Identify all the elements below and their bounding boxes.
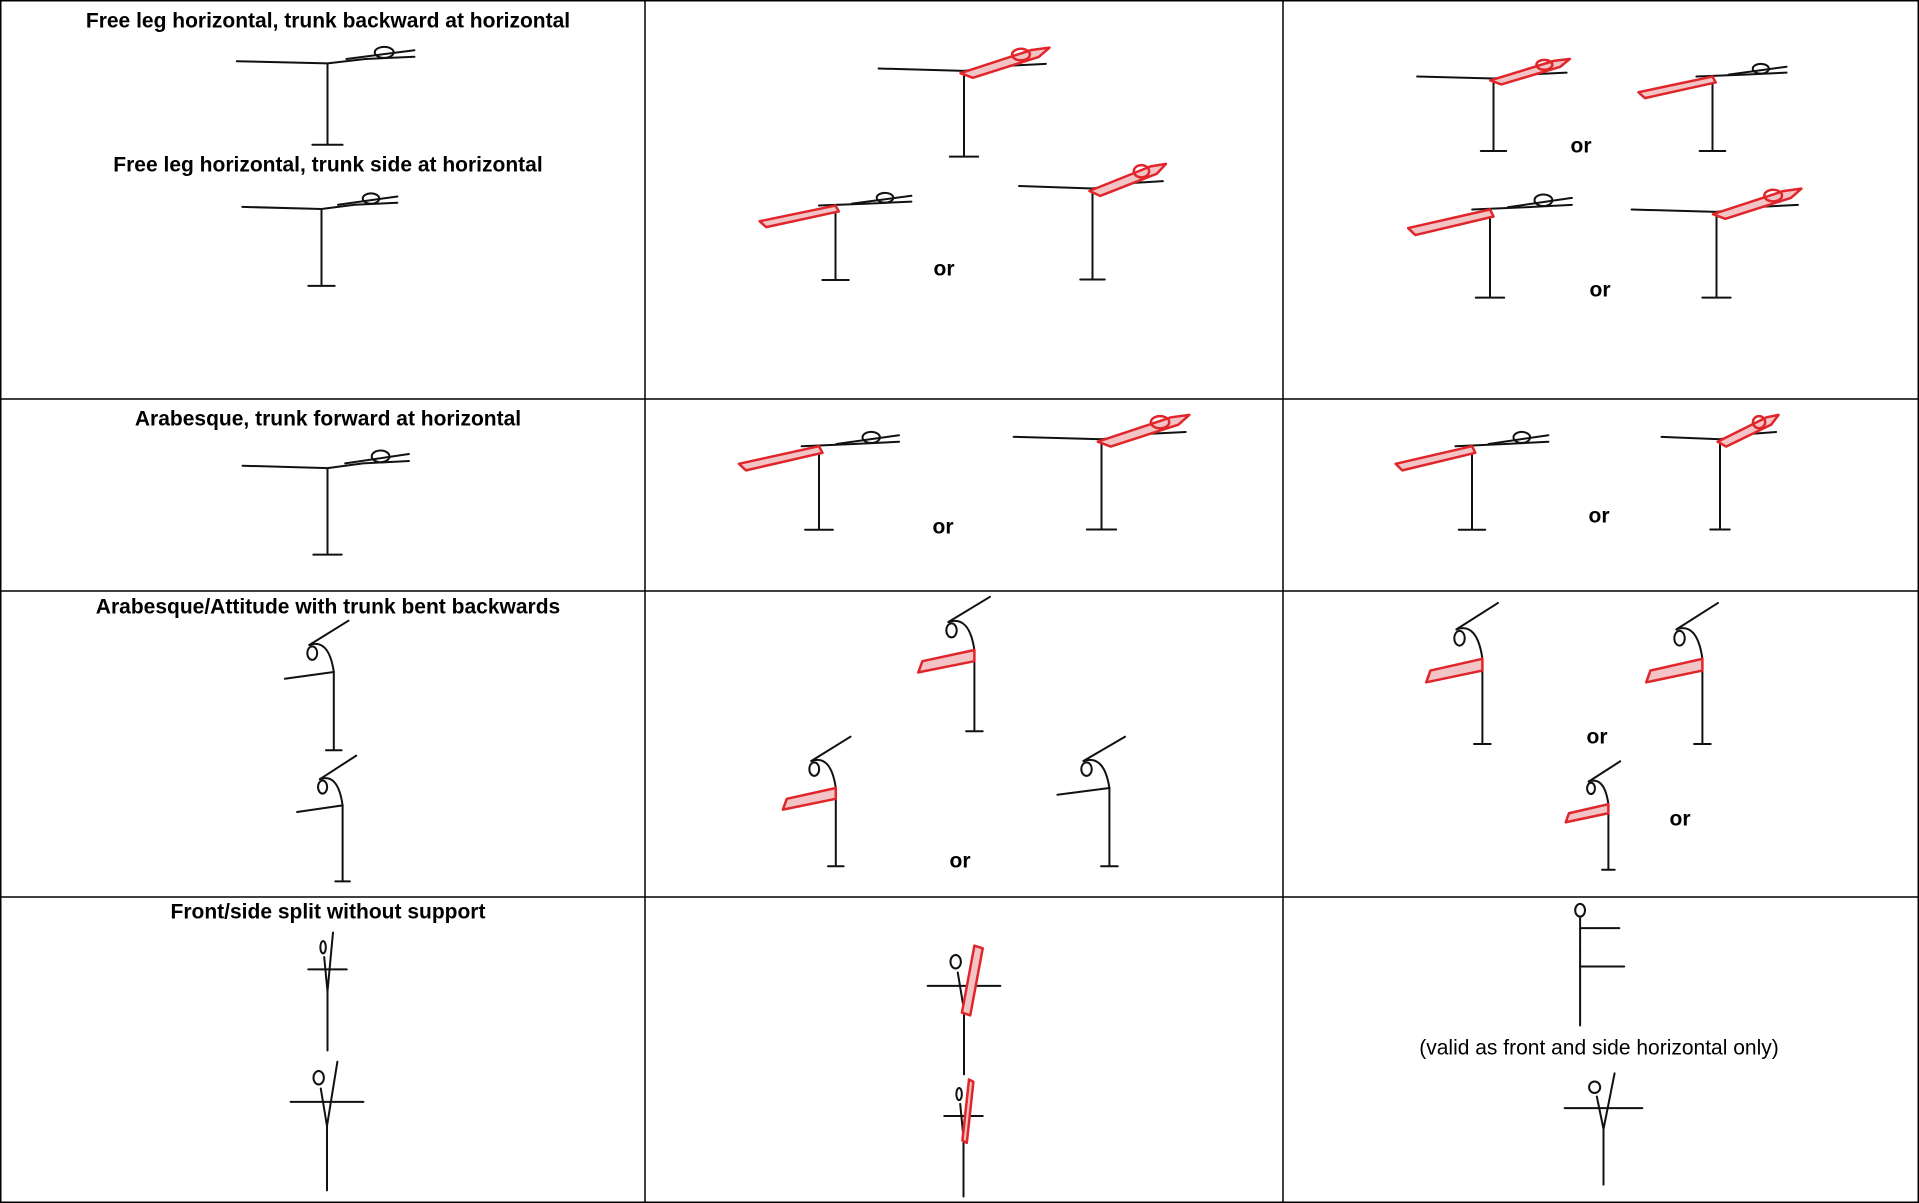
figure xyxy=(781,735,853,868)
figure xyxy=(1408,194,1572,297)
or-label: or xyxy=(1587,726,1608,749)
figure xyxy=(240,448,411,557)
figure xyxy=(916,595,992,733)
figure xyxy=(289,1060,365,1192)
figure xyxy=(240,191,400,288)
figure xyxy=(1415,56,1572,153)
figure xyxy=(1424,601,1500,746)
figure xyxy=(283,619,350,752)
or-label: or xyxy=(950,850,971,873)
or-label: or xyxy=(1590,279,1611,302)
or-label: or xyxy=(1589,505,1610,528)
row-caption: Arabesque/Attitude with trunk bent backw… xyxy=(96,596,560,619)
or-label: or xyxy=(1670,808,1691,831)
figure xyxy=(234,45,417,147)
or-label: or xyxy=(933,516,954,539)
figure xyxy=(760,193,912,280)
figure xyxy=(879,48,1050,157)
figure xyxy=(307,931,348,1052)
figure xyxy=(1638,64,1786,151)
figure xyxy=(1644,601,1720,746)
figure xyxy=(1632,189,1802,298)
figure xyxy=(1396,432,1549,530)
figure xyxy=(1563,1072,1644,1186)
figure xyxy=(1014,415,1190,530)
or-label: or xyxy=(934,258,955,281)
note: (valid as front and side horizontal only… xyxy=(1419,1037,1779,1060)
figure xyxy=(1659,413,1781,532)
figure xyxy=(942,1077,985,1199)
row-caption: Free leg horizontal, trunk side at horiz… xyxy=(113,154,542,177)
figure xyxy=(295,754,358,883)
figure xyxy=(1573,902,1626,1027)
row-caption: Arabesque, trunk forward at horizontal xyxy=(135,408,521,431)
figure xyxy=(739,432,899,530)
figure xyxy=(925,944,1003,1076)
or-label: or xyxy=(1571,135,1592,158)
row-caption: Free leg horizontal, trunk backward at h… xyxy=(86,10,570,33)
figure xyxy=(1564,759,1622,872)
figure xyxy=(1056,735,1127,868)
figure xyxy=(1017,162,1168,282)
row-caption: Front/side split without support xyxy=(171,901,486,924)
